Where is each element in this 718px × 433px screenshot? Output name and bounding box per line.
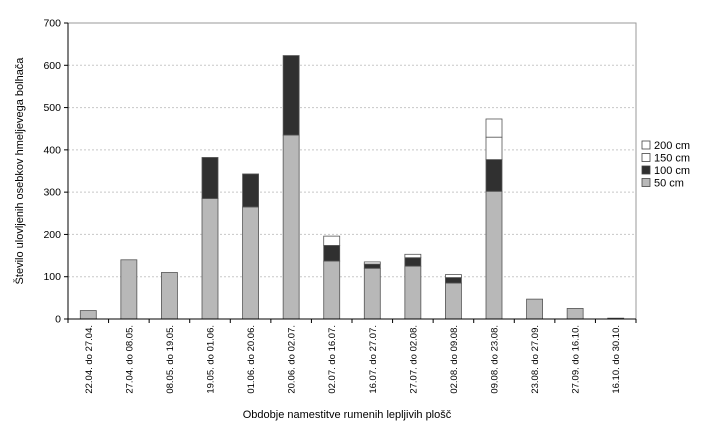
bar-segment — [526, 298, 543, 320]
legend-label: 100 cm — [654, 165, 690, 177]
gridlines — [68, 64, 636, 278]
bar-segment — [404, 265, 422, 320]
bar-segment — [242, 206, 259, 320]
x-tick-label: 16.10. do 30.10. — [611, 325, 622, 394]
legend-swatch — [641, 153, 651, 162]
bar-segment — [323, 235, 341, 246]
bar-segment — [323, 260, 341, 320]
bar-segment — [282, 134, 300, 320]
y-tick-label: 300 — [43, 187, 61, 199]
bar-segment — [566, 308, 584, 320]
legend-label: 200 cm — [654, 140, 690, 152]
bar-segment — [485, 190, 503, 320]
x-tick-label: 20.06. do 02.07. — [287, 325, 298, 394]
x-tick-label: 02.08. do 09.08. — [449, 325, 460, 394]
bar-segment — [445, 282, 462, 320]
x-tick-label: 08.05. do 19.05. — [165, 325, 176, 394]
x-tick-label: 27.04. do 08.05. — [124, 325, 135, 394]
legend-swatch — [641, 165, 651, 175]
bar-segment — [445, 277, 462, 284]
bar-segment — [201, 157, 219, 199]
bars — [79, 55, 625, 320]
bar-segment — [242, 173, 259, 208]
bar-segment — [485, 136, 503, 160]
legend-swatch — [641, 140, 651, 150]
bar-segment — [363, 263, 381, 269]
y-tick-label: 400 — [43, 144, 61, 156]
x-tick-label: 23.08. do 27.09. — [530, 325, 541, 394]
legend-swatch — [641, 178, 651, 187]
x-tick-label: 01.06. do 20.06. — [246, 325, 257, 394]
x-tick-label: 27.07. do 02.08. — [408, 325, 419, 394]
x-tick-label: 16.07. do 27.07. — [368, 325, 379, 394]
x-tick-label: 27.09. do 16.10. — [571, 325, 582, 394]
x-axis: 22.04. do 27.04. 27.04. do 08.05. 08.05. d… — [67, 318, 637, 394]
bar-segment — [79, 310, 97, 320]
x-tick-label: 22.04. do 27.04. — [84, 325, 95, 394]
legend-label: 50 cm — [654, 178, 684, 190]
y-tick-label: 500 — [43, 102, 61, 114]
bar-segment — [120, 259, 138, 320]
plot-area-frame — [67, 22, 637, 320]
legend-label: 150 cm — [654, 153, 690, 165]
bar-segment — [363, 267, 381, 320]
bar-segment — [404, 257, 422, 267]
bar-segment — [282, 55, 300, 136]
x-axis-title: Obdobje namestitve rumenih lepljivih plo… — [243, 409, 452, 421]
bar-segment — [485, 159, 503, 192]
y-tick-label: 600 — [43, 60, 61, 72]
x-tick-label: 02.07. do 16.07. — [327, 325, 338, 394]
y-axis: 0 100 200 300 400 500 600 700 — [43, 18, 69, 326]
y-tick-label: 700 — [43, 18, 61, 30]
y-tick-label: 100 — [43, 271, 61, 283]
x-tick-label: 19.05. do 01.06. — [206, 325, 217, 394]
bar-segment — [363, 261, 381, 265]
bar-segment — [445, 274, 462, 278]
bar-segment — [323, 245, 341, 262]
x-tick-label: 09.08. do 23.08. — [490, 325, 501, 394]
bar-segment — [404, 253, 422, 259]
y-tick-label: 200 — [43, 229, 61, 241]
y-axis-title: Število ulovljenih osebkov hmeljevega bo… — [13, 57, 26, 285]
bar-segment — [485, 118, 503, 138]
y-tick-label: 0 — [55, 314, 61, 326]
bar-segment — [161, 272, 178, 320]
bar-segment — [201, 198, 219, 320]
